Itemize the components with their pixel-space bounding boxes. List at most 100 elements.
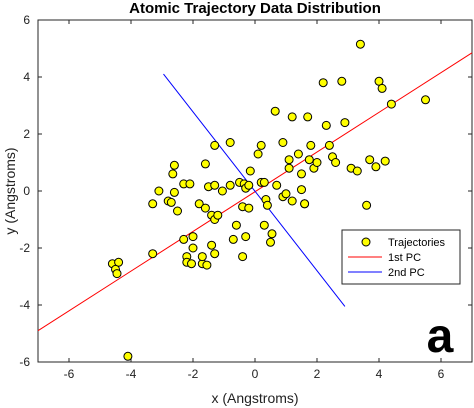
data-point: [168, 169, 178, 179]
y-tick-label: 0: [23, 184, 30, 198]
x-tick-label: -2: [188, 367, 199, 381]
data-point: [213, 210, 223, 220]
data-points: [107, 39, 430, 361]
x-tick-label: 0: [252, 367, 259, 381]
data-point: [281, 189, 291, 199]
data-point: [179, 234, 189, 244]
data-point: [324, 140, 334, 150]
data-point: [267, 229, 277, 239]
data-point: [284, 155, 294, 165]
data-point: [200, 203, 210, 213]
data-point: [365, 155, 375, 165]
data-point: [241, 232, 251, 242]
data-point: [278, 138, 288, 147]
y-tick-label: 2: [23, 127, 30, 141]
data-point: [380, 156, 390, 166]
data-point: [245, 166, 255, 176]
data-point: [287, 112, 297, 122]
data-point: [210, 140, 220, 150]
data-point: [200, 159, 210, 169]
legend-marker: [361, 237, 371, 247]
data-point: [352, 166, 362, 176]
data-point: [194, 199, 204, 209]
y-tick-label: -2: [19, 241, 30, 255]
panel-label: a: [427, 310, 454, 363]
data-point: [287, 196, 297, 206]
data-point: [300, 199, 310, 209]
data-point: [169, 187, 179, 197]
data-point: [312, 158, 322, 167]
data-point: [188, 232, 198, 242]
data-point: [306, 140, 316, 150]
y-tick-label: -4: [19, 298, 30, 312]
data-point: [187, 259, 196, 269]
data-point: [244, 203, 254, 213]
x-tick-label: 2: [314, 367, 321, 381]
data-point: [362, 200, 372, 210]
data-point: [188, 243, 198, 253]
data-point: [284, 163, 294, 173]
data-point: [112, 269, 122, 279]
data-point: [272, 180, 282, 190]
data-point: [297, 169, 306, 179]
y-tick-label: 6: [23, 13, 30, 27]
data-point: [270, 106, 280, 116]
data-point: [253, 149, 263, 159]
data-point: [340, 118, 350, 128]
chart-title: Atomic Trajectory Data Distribution: [129, 0, 381, 17]
data-point: [173, 206, 182, 216]
data-point: [318, 78, 328, 88]
pc-line-2: [163, 73, 346, 307]
legend-label: Trajectories: [388, 237, 446, 249]
data-point: [217, 186, 227, 196]
data-point: [371, 162, 381, 172]
data-point: [228, 234, 238, 244]
data-point: [386, 99, 396, 109]
pc-lines: [37, 52, 473, 332]
data-point: [154, 186, 164, 196]
x-tick-label: -4: [126, 367, 137, 381]
data-point: [421, 95, 430, 105]
data-point: [148, 249, 158, 259]
legend-label: 2nd PC: [388, 267, 425, 279]
data-point: [244, 180, 254, 190]
data-point: [166, 197, 176, 207]
y-tick-label: 4: [23, 70, 30, 84]
data-point: [303, 112, 313, 122]
data-point: [262, 200, 272, 210]
data-point: [185, 179, 195, 189]
legend: Trajectories 1st PC 2nd PC: [341, 229, 461, 285]
y-tick-label: -6: [19, 355, 30, 369]
legend-label: 1st PC: [388, 252, 421, 264]
data-point: [202, 260, 212, 270]
axis-ticks: -6 -4 -2 0 2 4 6 -6 -4 -2 0 2 4 6: [19, 13, 472, 381]
data-point: [207, 240, 217, 250]
y-axis-label: y (Angstroms): [2, 147, 18, 234]
x-tick-label: 6: [438, 367, 445, 381]
data-point: [210, 180, 220, 190]
x-axis-label: x (Angstroms): [211, 390, 298, 406]
data-point: [259, 220, 269, 230]
data-point: [355, 39, 365, 49]
data-point: [259, 177, 269, 187]
data-point: [337, 76, 347, 86]
data-point: [225, 138, 235, 147]
x-tick-label: -6: [64, 367, 75, 381]
data-point: [331, 158, 341, 167]
x-tick-label: 4: [376, 367, 383, 381]
data-point: [297, 185, 306, 195]
data-point: [238, 252, 248, 262]
data-point: [210, 249, 220, 259]
data-point: [148, 199, 158, 209]
data-point: [293, 149, 303, 159]
data-point: [256, 140, 266, 150]
data-point: [197, 252, 207, 262]
data-point: [169, 160, 179, 170]
data-point: [266, 237, 275, 247]
legend-box: [341, 229, 461, 285]
data-point: [123, 351, 133, 361]
data-point: [304, 155, 314, 165]
data-point: [321, 120, 331, 130]
data-point: [377, 83, 387, 93]
